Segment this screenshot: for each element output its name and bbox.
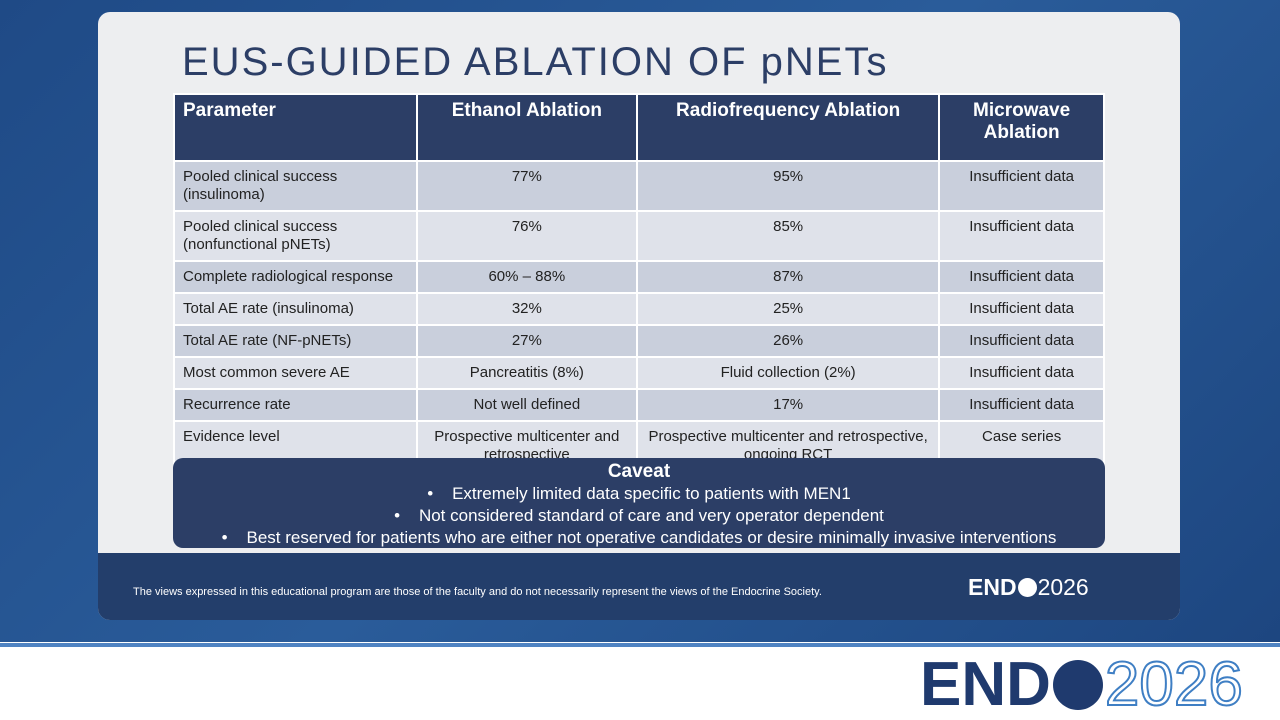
table-cell: 27% [415, 324, 639, 358]
table-cell: Pooled clinical success (insulinoma) [173, 160, 418, 212]
table-row: Pooled clinical success (insulinoma) 77% 9… [173, 160, 1105, 212]
bullet-dot: • [221, 528, 247, 547]
caveat-bullet: • Extremely limited data specific to pat… [173, 483, 1105, 505]
table-cell: 85% [636, 210, 941, 262]
table-cell: Pancreatitis (8%) [415, 356, 639, 390]
slide-title: EUS-GUIDED ABLATION OF pNETs [182, 40, 889, 84]
header-cell: Ethanol Ablation [415, 93, 639, 162]
logo-year: 2026 [1104, 649, 1244, 720]
table-cell: 17% [636, 388, 941, 422]
divider [0, 643, 1280, 647]
table-cell: Not well defined [415, 388, 639, 422]
table-cell: Insufficient data [938, 292, 1105, 326]
table-cell: Most common severe AE [173, 356, 418, 390]
logo-text: END [968, 574, 1017, 600]
disclaimer: The views expressed in this educational … [133, 586, 822, 598]
table-cell: Fluid collection (2%) [636, 356, 941, 390]
table-cell: Insufficient data [938, 260, 1105, 294]
table-cell: 76% [415, 210, 639, 262]
caveat-bullet: • Best reserved for patients who are eit… [173, 527, 1105, 549]
table-cell: 25% [636, 292, 941, 326]
table-cell: Insufficient data [938, 210, 1105, 262]
table-cell: Insufficient data [938, 388, 1105, 422]
table-row: Most common severe AE Pancreatitis (8%) Fl… [173, 356, 1105, 390]
big-logo: END 2026 [920, 649, 1244, 720]
header-cell: Parameter [173, 93, 418, 162]
table-cell: 32% [415, 292, 639, 326]
logo-globe [1017, 578, 1037, 597]
bullet-text: Best reserved for patients who are eithe… [246, 528, 1057, 547]
table-cell: 87% [636, 260, 941, 294]
table-row: Pooled clinical success (nonfunctional p… [173, 210, 1105, 262]
caveat-title: Caveat [607, 461, 671, 482]
slide-footer [98, 553, 1180, 620]
table-cell: Pooled clinical success (nonfunctional p… [173, 210, 418, 262]
caveat-bullet: • Not considered standard of care and ve… [173, 505, 1105, 527]
table-cell: Total AE rate (insulinoma) [173, 292, 418, 326]
bullet-text: Extremely limited data specific to patie… [452, 484, 851, 503]
table-cell: Insufficient data [938, 160, 1105, 212]
header-cell: Microwave Ablation [938, 93, 1105, 162]
table-cell: 95% [636, 160, 941, 212]
table-cell: 60% – 88% [415, 260, 639, 294]
table-cell: Insufficient data [938, 356, 1105, 390]
table-cell: Complete radiological response [173, 260, 418, 294]
bullet-dot: • [427, 484, 453, 503]
header-row: Parameter Ethanol Ablation Radiofrequency … [173, 93, 1105, 162]
table-cell: 26% [636, 324, 941, 358]
table-row: Total AE rate (insulinoma) 32% 25% Insuffic… [173, 292, 1105, 326]
table-row: Complete radiological response 60% – 88% 8… [173, 260, 1105, 294]
comparison-table: Parameter Ethanol Ablation Radiofrequency … [173, 93, 1105, 472]
table-row: Recurrence rate Not well defined 17% Insuff… [173, 388, 1105, 422]
logo-text: END [920, 650, 1051, 719]
small-logo: END 2026 [968, 574, 1089, 601]
bullet-dot: • [394, 506, 419, 525]
logo-globe [1052, 660, 1103, 710]
table-row: Total AE rate (NF-pNETs) 27% 26% Insufficie… [173, 324, 1105, 358]
logo-year: 2026 [1037, 574, 1089, 600]
table-cell: Total AE rate (NF-pNETs) [173, 324, 418, 358]
table-cell: 77% [415, 160, 639, 212]
table-cell: Recurrence rate [173, 388, 418, 422]
table-cell: Insufficient data [938, 324, 1105, 358]
bullet-text: Not considered standard of care and very… [418, 506, 884, 525]
caveat-box: Caveat • Extremely limited data specific… [173, 458, 1105, 548]
header-cell: Radiofrequency Ablation [636, 93, 941, 162]
